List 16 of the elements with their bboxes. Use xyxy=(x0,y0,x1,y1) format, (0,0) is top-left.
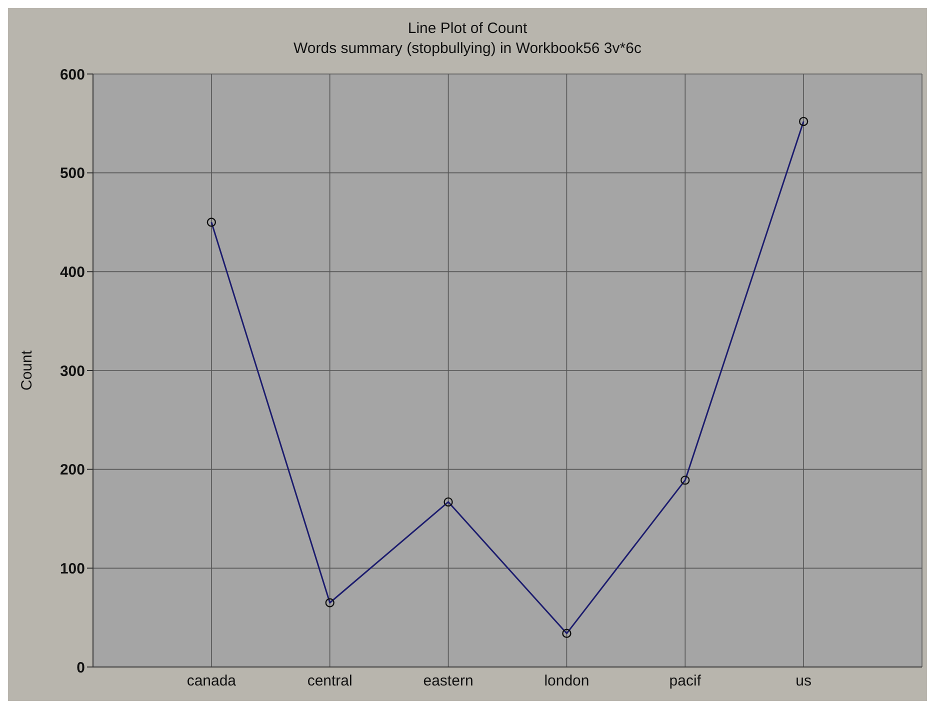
y-tick-label: 600 xyxy=(60,66,85,84)
chart-subtitle: Words summary (stopbullying) in Workbook56 3v*6c xyxy=(292,40,642,57)
y-tick-label: 400 xyxy=(60,264,85,281)
x-tick-label: us xyxy=(796,672,812,690)
x-tick-label: central xyxy=(307,672,352,690)
chart-title: Line Plot of Count xyxy=(406,20,528,37)
x-tick-label: pacif xyxy=(669,672,702,690)
y-tick-label: 500 xyxy=(60,165,85,182)
y-tick-label: 100 xyxy=(60,560,85,578)
x-tick-label: canada xyxy=(186,672,237,690)
y-axis-title: Count xyxy=(18,350,36,391)
y-tick-label: 0 xyxy=(76,659,85,676)
x-tick-label: eastern xyxy=(423,672,474,690)
x-tick-label: london xyxy=(544,672,590,690)
y-tick-label: 300 xyxy=(60,362,85,380)
y-tick-label: 200 xyxy=(60,462,85,479)
